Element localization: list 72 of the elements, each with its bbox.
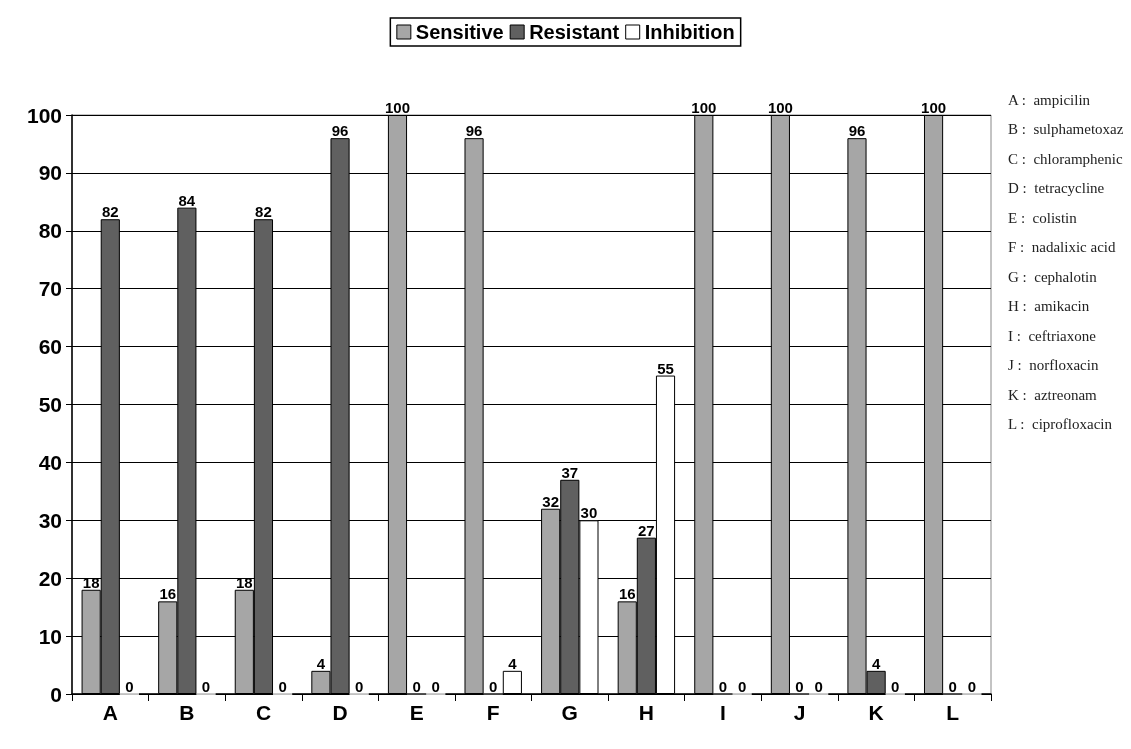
text: B : sulphametoxaz — [1008, 121, 1124, 137]
y-tick-label: 70 — [38, 277, 62, 301]
data-label: 84 — [178, 191, 196, 209]
x-tick-label: J — [793, 701, 806, 724]
data-label: 0 — [431, 677, 440, 695]
text: D : tetracycline — [1008, 180, 1105, 196]
text: F : nadalixic acid — [1008, 239, 1116, 255]
text: L : ciprofloxacin — [1008, 416, 1113, 432]
data-label: 0 — [278, 677, 287, 695]
x-tick-label: H — [638, 701, 654, 724]
data-label: 100 — [921, 99, 947, 116]
legend-label: Sensitive — [415, 21, 504, 43]
x-tick-label: L — [946, 701, 960, 724]
y-tick-label: 10 — [38, 624, 62, 648]
y-tick-label: 40 — [38, 450, 62, 474]
x-tick-label: G — [561, 701, 578, 724]
data-label: 96 — [465, 122, 483, 140]
data-label: 100 — [767, 99, 793, 116]
data-label: 0 — [125, 677, 134, 695]
text: J : norfloxacin — [1008, 357, 1099, 373]
legend-label: Inhibition — [644, 21, 735, 43]
y-tick-label: 50 — [38, 393, 62, 416]
data-label: 4 — [316, 654, 326, 672]
data-label: 100 — [691, 99, 717, 116]
data-label: 16 — [618, 585, 636, 603]
x-tick-label: K — [868, 701, 884, 724]
data-label: 0 — [355, 677, 364, 695]
data-label: 0 — [718, 677, 728, 695]
text: H : amikacin — [1008, 298, 1090, 314]
data-label: 4 — [871, 654, 881, 672]
x-tick-label: A — [102, 701, 118, 724]
data-label: 0 — [489, 677, 498, 695]
y-tick-label: 20 — [38, 566, 62, 590]
x-tick-label: I — [720, 701, 726, 724]
legend-label: Resistant — [529, 21, 620, 43]
data-label: 0 — [737, 677, 747, 695]
x-tick-label: F — [486, 701, 500, 724]
x-tick-label: C — [255, 701, 272, 724]
data-label: 0 — [891, 677, 900, 695]
data-label: 0 — [948, 677, 957, 695]
text: I : ceftriaxone — [1008, 327, 1097, 344]
data-label: 37 — [561, 463, 579, 481]
data-label: 82 — [101, 203, 119, 221]
text: C : chloramphenic — [1008, 150, 1123, 167]
data-label: 0 — [795, 677, 804, 695]
text: K : aztreonam — [1008, 386, 1098, 403]
y-tick-label: 80 — [38, 219, 62, 243]
text: E : colistin — [1008, 209, 1078, 226]
y-tick-label: 100 — [26, 103, 62, 127]
y-tick-label: 90 — [38, 161, 62, 185]
data-label: 16 — [159, 585, 177, 603]
x-tick-label: B — [179, 701, 195, 724]
text: A : ampicilin — [1008, 91, 1091, 108]
y-tick-label: 0 — [50, 682, 62, 706]
data-label: 82 — [255, 203, 272, 221]
text: G : cephalotin — [1008, 268, 1098, 285]
data-label: 0 — [201, 677, 211, 695]
data-label: 0 — [967, 677, 977, 695]
y-tick-label: 60 — [38, 335, 62, 359]
data-label: 32 — [542, 492, 559, 510]
y-tick-label: 30 — [38, 508, 62, 532]
data-label: 30 — [580, 504, 598, 522]
x-tick-label: D — [332, 701, 348, 724]
data-label: 55 — [657, 359, 674, 377]
data-label: 96 — [331, 122, 349, 140]
data-label: 27 — [638, 521, 655, 539]
data-label: 100 — [384, 99, 410, 116]
data-label: 4 — [508, 654, 518, 672]
data-label: 0 — [814, 677, 823, 695]
x-tick-label: E — [409, 701, 424, 724]
data-label: 96 — [848, 122, 866, 140]
data-label: 0 — [412, 677, 421, 695]
